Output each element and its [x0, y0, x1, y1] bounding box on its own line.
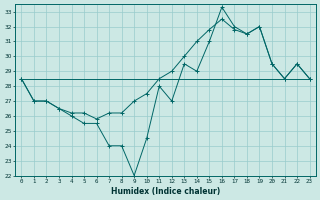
X-axis label: Humidex (Indice chaleur): Humidex (Indice chaleur)	[111, 187, 220, 196]
